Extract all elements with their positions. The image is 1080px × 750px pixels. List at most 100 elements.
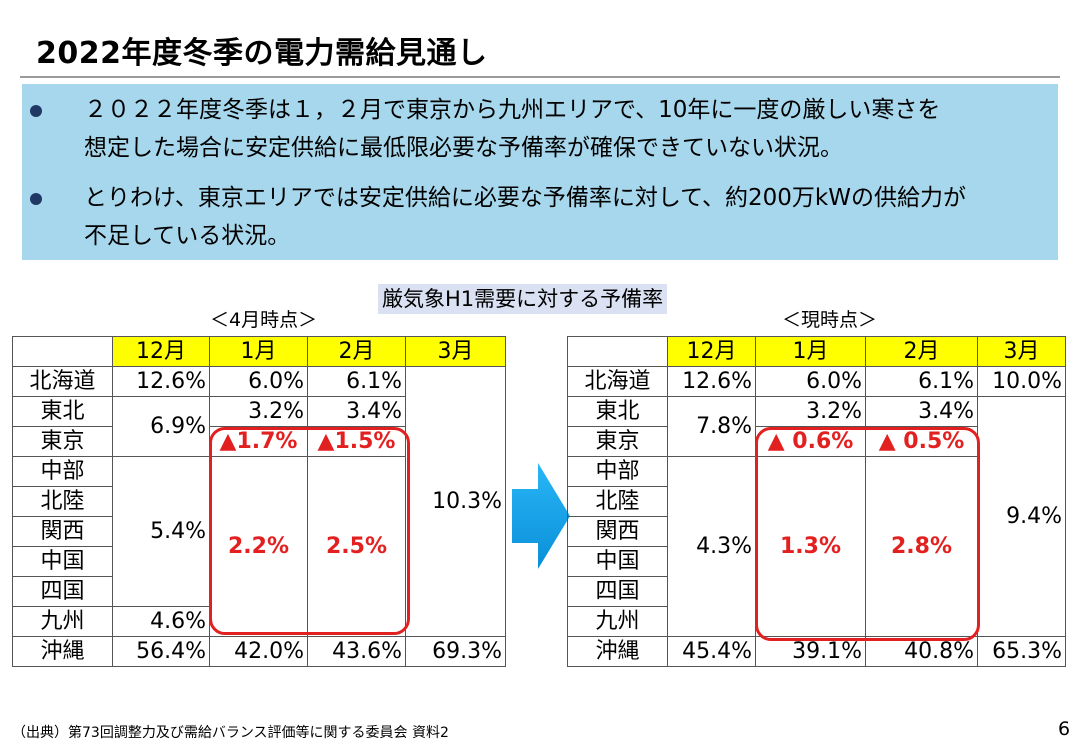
april-caption: ＜4月時点＞ [210,309,318,331]
table-row: 沖縄 45.4% 39.1% 40.8% 65.3% [567,636,1066,667]
table-row: 関西 [567,516,1066,547]
bullet-line: 想定した場合に安定供給に最低限必要な予備率が確保できていない状況。 [84,135,843,161]
value-cell: 12.6% [112,366,210,397]
table-row: 中国 [12,546,506,577]
table-row: 12月 1月 2月 3月 [12,336,506,367]
table-row: 四国 [567,576,1066,607]
region-label: 関西 [567,516,668,547]
month-header: 12月 [667,336,756,367]
value-cell: 4.3% [667,456,756,637]
table-row: 関西 [12,516,506,547]
value-cell: 12.6% [667,366,756,397]
value-cell: 5.4% [112,456,210,607]
region-label: 九州 [12,606,113,637]
table-row: 四国 [12,576,506,607]
value-cell: 6.9% [112,396,210,457]
value-cell: 4.6% [112,606,210,637]
value-cell: 65.3% [977,636,1066,667]
region-label: 四国 [567,576,668,607]
month-header: 1月 [209,336,308,367]
value-cell: 43.6% [307,636,406,667]
month-header: 2月 [307,336,406,367]
current-reserve-table: 12月 1月 2月 3月 北海道 12.6% 6.0% 6.1% 10.0% 東… [567,336,1066,667]
table-row: 北海道 12.6% 6.0% 6.1% 10.3% [12,366,506,637]
summary-bullet-1: ２０２２年度冬季は１，２月で東京から九州エリアで、10年に一度の厳しい寒さを 想… [30,91,1020,167]
month-header: 12月 [112,336,210,367]
bullet-dot-icon [30,105,42,117]
region-label: 東京 [567,426,668,457]
value-cell: 6.0% [755,366,866,397]
shortage-highlight-box [755,427,980,641]
value-cell: 7.8% [667,396,756,457]
table-row: 12月 1月 2月 3月 [567,336,1066,367]
value-cell: 69.3% [405,636,506,667]
region-label: 中部 [12,456,113,487]
region-label: 沖縄 [12,636,113,667]
value-cell: 45.4% [667,636,756,667]
region-label: 沖縄 [567,636,668,667]
value-cell: 3.4% [865,396,978,427]
deficit-value-cell: ▲ 0.6% [755,426,866,457]
table-row: 東北 7.8% 3.2% 3.4% 9.4% [567,396,1066,637]
table-row: 北海道 12.6% 6.0% 6.1% 10.0% [567,366,1066,397]
region-label: 九州 [567,606,668,637]
value-cell: 6.1% [865,366,978,397]
region-label: 四国 [12,576,113,607]
value-cell: 1.3% [755,456,866,637]
region-label: 北陸 [12,486,113,517]
value-cell: 2.2% [209,456,308,637]
table-row: 中部 5.4% 2.2% 2.5% [12,456,506,637]
table-row: 九州 4.6% [12,606,506,637]
value-cell: 39.1% [755,636,866,667]
bullet-dot-icon [30,193,42,205]
region-label: 北陸 [567,486,668,517]
bullet-line: ２０２２年度冬季は１，２月で東京から九州エリアで、10年に一度の厳しい寒さを [84,97,941,123]
page-number: 6 [1058,718,1071,740]
value-cell: 6.0% [209,366,308,397]
region-label: 北海道 [12,366,113,397]
summary-callout [22,84,1058,260]
region-label: 北海道 [567,366,668,397]
table-row: 中国 [567,546,1066,577]
value-cell: 10.3% [405,366,506,637]
value-cell: 3.4% [307,396,406,427]
title-divider [20,76,1060,78]
bullet-line: 不足している状況。 [84,223,291,249]
region-label: 中部 [567,456,668,487]
source-note: （出典）第73回調整力及び需給バランス評価等に関する委員会 資料2 [12,725,449,741]
region-label: 関西 [12,516,113,547]
table-row: 中部 4.3% 1.3% 2.8% [567,456,1066,637]
value-cell: 10.0% [977,366,1066,397]
region-label: 中国 [567,546,668,577]
month-header: 2月 [865,336,978,367]
april-reserve-table: 12月 1月 2月 3月 北海道 12.6% 6.0% 6.1% 10.3% 東… [12,336,506,667]
table-row: 沖縄 56.4% 42.0% 43.6% 69.3% [12,636,506,667]
table-row: 東北 6.9% 3.2% 3.4% [12,396,506,457]
month-header: 1月 [755,336,866,367]
value-cell: 3.2% [209,396,308,427]
shortage-highlight-box [209,427,410,635]
arrow-right-icon [512,463,570,569]
value-cell: 3.2% [755,396,866,427]
value-cell: 9.4% [977,396,1066,637]
bullet-line: とりわけ、東京エリアでは安定供給に必要な予備率に対して、約200万kWの供給力が [84,185,966,211]
region-label: 東北 [12,396,113,427]
corner-cell [567,336,668,367]
corner-cell [12,336,113,367]
deficit-value-cell: ▲1.7% [209,426,308,457]
current-caption: ＜現時点＞ [782,309,878,331]
region-label: 東京 [12,426,113,457]
value-cell: 2.5% [307,456,406,637]
value-cell: 56.4% [112,636,210,667]
reserve-margin-heading: 厳気象H1需要に対する予備率 [378,284,668,314]
table-row: 北陸 [567,486,1066,517]
value-cell: 42.0% [209,636,308,667]
value-cell: 40.8% [865,636,978,667]
value-cell: 2.8% [865,456,978,637]
region-label: 中国 [12,546,113,577]
page-title: 2022年度冬季の電力需給見通し [36,36,488,71]
month-header: 3月 [405,336,506,367]
month-header: 3月 [977,336,1066,367]
value-cell: 6.1% [307,366,406,397]
summary-bullet-2: とりわけ、東京エリアでは安定供給に必要な予備率に対して、約200万kWの供給力が… [30,179,1020,255]
